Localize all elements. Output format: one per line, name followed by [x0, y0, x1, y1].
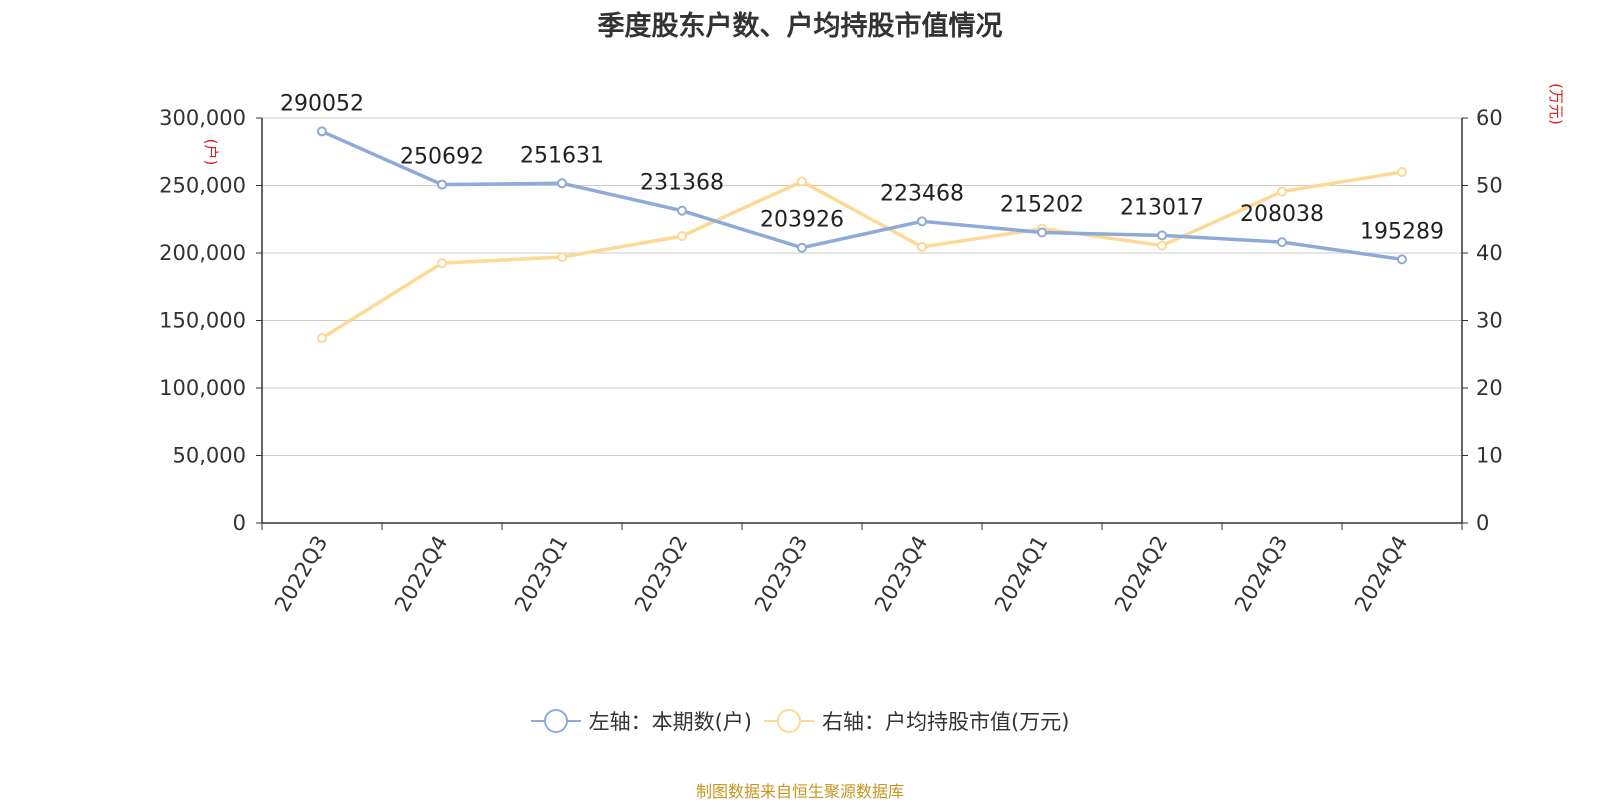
right-axis-tick-label: 10: [1476, 444, 1503, 468]
right-series-point: [677, 231, 687, 242]
legend-right-series-label: 右轴：户均持股市值(万元): [822, 710, 1070, 734]
x-axis-tick-label: 2022Q3: [270, 532, 332, 616]
x-axis-tick-label: 2023Q4: [870, 532, 932, 616]
x-axis-tick-label: 2024Q3: [1230, 532, 1292, 616]
right-axis-tick-label: 60: [1476, 106, 1503, 130]
x-axis-tick-label: 2023Q3: [750, 532, 812, 616]
chart-title: 季度股东户数、户均持股市值情况: [597, 11, 1003, 42]
right-axis-tick-label: 0: [1476, 511, 1489, 535]
right-axis-tick-label: 30: [1476, 309, 1503, 333]
left-series-point: [1397, 254, 1407, 265]
left-axis-tick-label: 100,000: [159, 376, 246, 400]
series-lines: [317, 126, 1407, 344]
right-series-point: [317, 333, 327, 344]
x-axis-tick-label: 2023Q2: [630, 532, 692, 616]
left-axis-tick-label: 200,000: [159, 241, 246, 265]
legend-item-right-series[interactable]: 右轴：户均持股市值(万元): [764, 706, 1069, 736]
left-series-point: [1157, 230, 1167, 241]
left-series-point: [677, 205, 687, 216]
right-series-point: [1397, 167, 1407, 177]
data-labels: 290052 250692 251631 231368 203926 223468 2152…: [280, 91, 1444, 244]
x-axis-tick-label: 2024Q2: [1110, 532, 1172, 616]
left-series-data-label: 213017: [1120, 195, 1204, 220]
x-axis-tick-label: 2022Q4: [390, 532, 452, 616]
left-series-data-label: 290052: [280, 91, 364, 116]
right-series-line: [321, 170, 1403, 340]
x-axis-tick-label: 2024Q4: [1350, 532, 1412, 616]
right-axis-tick-label: 50: [1476, 174, 1503, 198]
left-series-data-label: 251631: [520, 143, 604, 168]
left-series-line: [321, 129, 1403, 262]
left-axis-tick-label: 300,000: [159, 106, 246, 130]
left-series-data-label: 215202: [1000, 192, 1084, 217]
left-series-point: [557, 178, 567, 189]
axes: 0 50,000 100,000 150,000 200,000 250,000 300,0…: [159, 83, 1565, 616]
right-series-point: [1157, 240, 1167, 251]
right-axis-tick-label: 20: [1476, 376, 1503, 400]
left-series-data-label: 195289: [1360, 219, 1444, 244]
legend-left-series-label: 左轴：本期数(户): [588, 710, 752, 734]
legend-right-series-icon: [764, 709, 814, 733]
left-series-data-label: 208038: [1240, 202, 1324, 227]
source-note: 制图数据来自恒生聚源数据库: [695, 782, 904, 801]
left-axis-tick-label: 50,000: [173, 444, 246, 468]
left-axis-tick-label: 150,000: [159, 309, 246, 333]
right-series-point: [1277, 186, 1287, 197]
left-axis-unit: (户): [202, 139, 220, 166]
gridlines: [262, 117, 1462, 456]
left-series-data-label: 223468: [880, 181, 964, 206]
left-series-point: [1277, 237, 1287, 248]
legend-item-left-series[interactable]: 左轴：本期数(户): [530, 706, 752, 736]
right-axis-unit: (万元): [1547, 83, 1565, 125]
left-series-data-label: 231368: [640, 171, 724, 196]
legend: 左轴：本期数(户) 右轴：户均持股市值(万元): [0, 706, 1600, 736]
legend-left-series-icon: [530, 709, 581, 733]
left-series-point: [317, 126, 327, 137]
right-series-point: [437, 258, 447, 269]
x-axis-tick-label: 2024Q1: [990, 532, 1052, 616]
right-series-point: [917, 241, 927, 252]
right-series-point: [797, 176, 807, 187]
x-axis-tick-label: 2023Q1: [510, 532, 572, 616]
right-axis-tick-label: 40: [1476, 241, 1503, 265]
left-series-point: [437, 179, 447, 190]
left-series-data-label: 250692: [400, 145, 484, 170]
left-series-point: [797, 242, 807, 253]
right-series-point: [557, 252, 567, 263]
left-axis-tick-label: 250,000: [159, 174, 246, 198]
left-series-point: [1037, 227, 1047, 238]
left-series-point: [917, 216, 927, 227]
left-series-data-label: 203926: [760, 208, 844, 233]
left-axis-tick-label: 0: [233, 511, 246, 535]
